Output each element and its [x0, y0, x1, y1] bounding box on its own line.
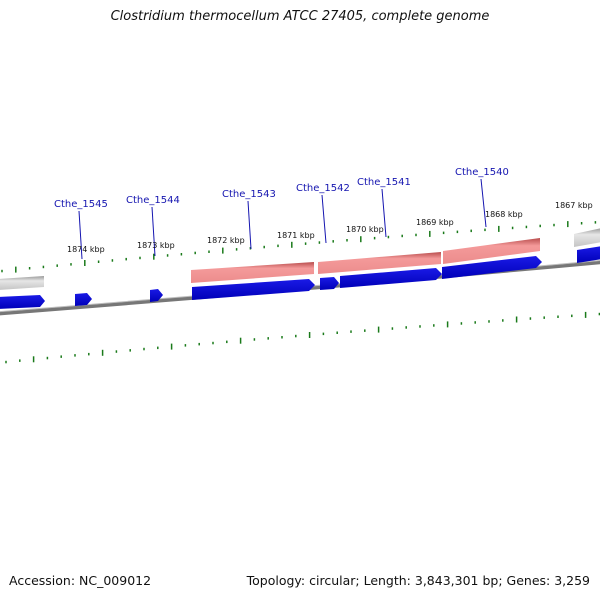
cds-arrow — [577, 246, 600, 263]
genome-summary: Topology: circular; Length: 3,843,301 bp… — [246, 573, 590, 588]
gene-label-leader — [321, 194, 327, 244]
inner-tick-marks — [5, 311, 600, 364]
gene-block — [443, 238, 540, 264]
gene-label-cthe-1540[interactable]: Cthe_1540 — [455, 167, 509, 178]
gene-label-leader — [247, 200, 252, 250]
gene-label-leader — [78, 210, 83, 260]
position-label: 1872 kbp — [207, 236, 245, 245]
gene-label-cthe-1544[interactable]: Cthe_1544 — [126, 195, 180, 206]
position-label: 1867 kbp — [555, 201, 593, 210]
gene-label-leader — [151, 206, 156, 257]
gene-label-leader — [480, 178, 487, 228]
map-title: Clostridium thermocellum ATCC 27405, com… — [110, 9, 490, 24]
cds-arrow — [75, 293, 92, 306]
cds-arrow — [442, 256, 542, 279]
position-label: 1874 kbp — [67, 245, 105, 254]
cds-arrow — [150, 289, 163, 302]
feature-block-grey-right — [574, 228, 600, 247]
cds-arrow — [340, 268, 442, 288]
cds-arrow — [0, 295, 45, 309]
gene-block — [318, 252, 441, 274]
position-label: 1868 kbp — [485, 210, 523, 219]
position-label: 1871 kbp — [277, 231, 315, 240]
position-label: 1869 kbp — [416, 218, 454, 227]
gene-label-cthe-1543[interactable]: Cthe_1543 — [222, 189, 276, 200]
accession-label: Accession: NC_009012 — [9, 573, 152, 588]
feature-block-grey-left — [0, 276, 44, 290]
gene-label-cthe-1541[interactable]: Cthe_1541 — [357, 177, 411, 188]
position-label: 1873 kbp — [137, 241, 175, 250]
outer-tick-marks — [1, 221, 597, 273]
gene-label-cthe-1545[interactable]: Cthe_1545 — [54, 199, 108, 210]
cds-arrow — [192, 279, 315, 300]
gene-block — [191, 262, 314, 283]
cds-arrow — [320, 277, 339, 290]
position-label: 1870 kbp — [346, 225, 384, 234]
gene-label-leader — [381, 188, 387, 238]
gene-label-cthe-1542[interactable]: Cthe_1542 — [296, 183, 350, 194]
